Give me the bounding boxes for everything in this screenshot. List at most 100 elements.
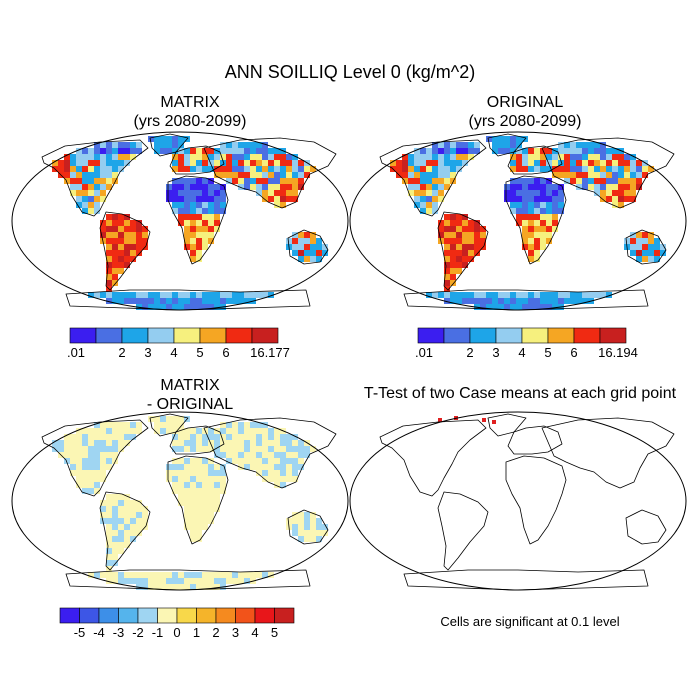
- grid-cell: [552, 298, 558, 304]
- grid-cell: [202, 512, 208, 518]
- grid-cell: [208, 482, 214, 488]
- grid-cell: [166, 470, 172, 476]
- grid-cell: [408, 154, 414, 160]
- grid-cell: [636, 244, 642, 250]
- grid-cell: [94, 470, 100, 476]
- grid-cell: [558, 142, 564, 148]
- grid-cell: [232, 292, 238, 298]
- grid-cell: [118, 268, 124, 274]
- grid-cell: [510, 304, 516, 310]
- grid-cell: [468, 244, 474, 250]
- grid-cell: [106, 560, 112, 566]
- grid-cell: [196, 220, 202, 226]
- grid-cell: [130, 220, 136, 226]
- grid-cell: [558, 292, 564, 298]
- grid-cell: [124, 262, 130, 268]
- grid-cell: [612, 190, 618, 196]
- grid-cell: [268, 178, 274, 184]
- grid-cell: [444, 238, 450, 244]
- grid-cell: [112, 160, 118, 166]
- grid-cell: [232, 458, 238, 464]
- grid-cell: [552, 202, 558, 208]
- grid-cell: [166, 422, 172, 428]
- colorbar-tick-label: 1: [193, 625, 200, 640]
- grid-cell: [582, 166, 588, 172]
- grid-cell: [58, 440, 64, 446]
- grid-cell: [546, 154, 552, 160]
- grid-cell: [546, 190, 552, 196]
- grid-cell: [184, 298, 190, 304]
- grid-cell: [106, 572, 112, 578]
- grid-cell: [552, 154, 558, 160]
- grid-cell: [190, 500, 196, 506]
- grid-cell: [154, 416, 160, 422]
- grid-cell: [516, 298, 522, 304]
- grid-cell: [118, 244, 124, 250]
- grid-cell: [402, 178, 408, 184]
- grid-cell: [76, 464, 82, 470]
- grid-cell: [540, 226, 546, 232]
- grid-cell: [94, 458, 100, 464]
- coastline: [507, 145, 563, 175]
- grid-cell: [582, 154, 588, 160]
- grid-cell: [82, 190, 88, 196]
- grid-cell: [268, 190, 274, 196]
- grid-cell: [70, 160, 76, 166]
- grid-cell: [274, 446, 280, 452]
- coastlines: [379, 413, 675, 591]
- grid-cell: [492, 292, 498, 298]
- grid-cell: [450, 142, 456, 148]
- grid-cell: [256, 292, 262, 298]
- grid-cell: [148, 292, 154, 298]
- grid-cell: [88, 446, 94, 452]
- grid-cell: [208, 148, 214, 154]
- grid-cell: [528, 226, 534, 232]
- grid-cell: [106, 458, 112, 464]
- grid-cell: [106, 226, 112, 232]
- grid-cell: [220, 202, 226, 208]
- grid-cell: [588, 178, 594, 184]
- grid-cell: [214, 220, 220, 226]
- grid-cell: [124, 530, 130, 536]
- colorbar-tick-label: 16.177: [250, 345, 290, 360]
- grid-cell: [202, 178, 208, 184]
- grid-cell: [262, 434, 268, 440]
- grid-cell: [594, 166, 600, 172]
- grid-cell: [148, 298, 154, 304]
- grid-cell: [606, 166, 612, 172]
- grid-cell: [654, 238, 660, 244]
- grid-cell: [444, 166, 450, 172]
- grid-cell: [280, 160, 286, 166]
- grid-cell: [88, 488, 94, 494]
- grid-cell: [130, 298, 136, 304]
- grid-cell: [76, 470, 82, 476]
- grid-cell: [414, 184, 420, 190]
- grid-cell: [160, 584, 166, 590]
- grid-cell: [594, 142, 600, 148]
- grid-cell: [202, 154, 208, 160]
- grid-cell: [142, 572, 148, 578]
- grid-cell: [250, 434, 256, 440]
- grid-cell: [196, 530, 202, 536]
- grid-cell: [456, 226, 462, 232]
- grid-cell: [214, 452, 220, 458]
- grid-cell: [100, 500, 106, 506]
- grid-cell: [606, 160, 612, 166]
- grid-cell: [414, 178, 420, 184]
- grid-cell: [292, 440, 298, 446]
- grid-cell: [196, 500, 202, 506]
- grid-cell: [606, 292, 612, 298]
- grid-cell: [504, 184, 510, 190]
- grid-cell: [118, 506, 124, 512]
- grid-cell: [202, 238, 208, 244]
- grid-cell: [534, 184, 540, 190]
- grid-cell: [516, 166, 522, 172]
- ttest-caption: Cells are significant at 0.1 level: [440, 614, 620, 629]
- colorbar-tick-label: 5: [544, 345, 551, 360]
- grid-cell: [220, 142, 226, 148]
- grid-cell: [124, 428, 130, 434]
- grid-cell: [196, 256, 202, 262]
- grid-cell: [214, 440, 220, 446]
- grid-cell: [196, 428, 202, 434]
- grid-cell: [504, 148, 510, 154]
